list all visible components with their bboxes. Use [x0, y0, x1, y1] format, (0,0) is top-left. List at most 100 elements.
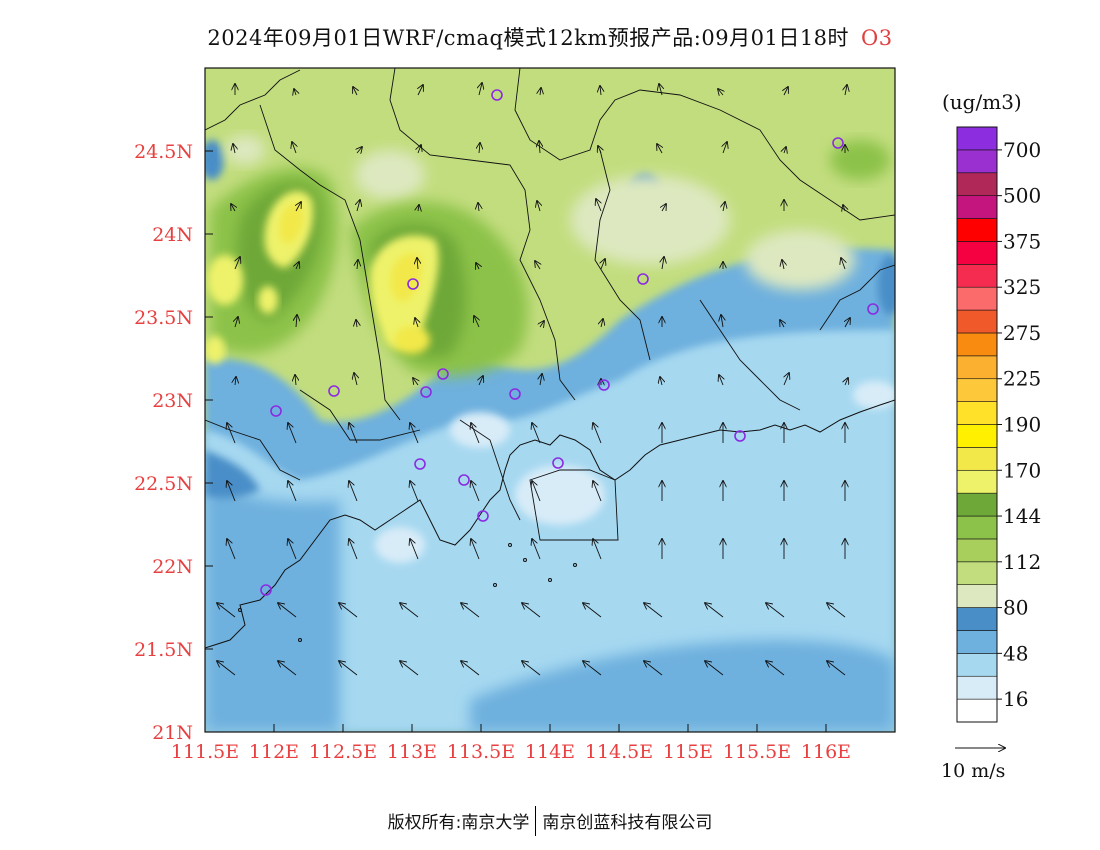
colorbar-segment — [956, 378, 998, 402]
x-tick-label: 113E — [387, 741, 437, 763]
colorbar-label: 48 — [1003, 641, 1028, 665]
wind-arrow — [235, 317, 238, 328]
wind-arrow — [296, 262, 299, 269]
colorbar-segment — [956, 195, 998, 219]
station-marker — [270, 405, 282, 417]
wind-arrow — [600, 86, 601, 96]
station-marker — [437, 368, 449, 380]
wind-arrow — [354, 373, 357, 386]
colorbar-segment — [956, 264, 998, 288]
wind-arrow — [400, 661, 419, 676]
monitoring-stations — [260, 89, 879, 596]
wind-arrow — [231, 204, 235, 211]
wind-arrow — [522, 603, 541, 618]
wind-arrow — [583, 661, 602, 676]
colorbar-label: 16 — [1003, 687, 1028, 711]
colorbar-segment — [956, 538, 998, 563]
colorbar-label: 190 — [1003, 413, 1041, 437]
y-tick-label: 22.5N — [134, 473, 193, 495]
colorbar-segment — [956, 561, 998, 585]
colorbar-segment — [956, 172, 998, 196]
wind-arrow — [288, 539, 297, 560]
colorbar-segment — [956, 653, 998, 677]
wind-arrow — [479, 83, 482, 96]
y-tick-label: 23N — [152, 390, 193, 412]
colorbar-label: 325 — [1003, 275, 1041, 299]
colorbar-segment — [956, 469, 998, 494]
colorbar-segment — [956, 630, 998, 654]
wind-arrow — [227, 423, 236, 444]
wind-arrow — [644, 661, 663, 676]
wind-arrow — [400, 603, 419, 618]
colorbar-segment — [956, 241, 998, 265]
station-marker — [328, 385, 340, 397]
wind-arrow — [780, 320, 784, 327]
wind-arrow — [349, 539, 358, 560]
colorbar-label: 275 — [1003, 321, 1041, 345]
colorbar-segment — [956, 218, 998, 242]
wind-arrow — [596, 199, 601, 212]
wind-arrow — [292, 142, 296, 154]
wind-arrow — [357, 147, 362, 153]
wind-arrow — [845, 378, 848, 385]
wind-arrow — [540, 321, 544, 327]
colorbar-segment — [956, 447, 998, 471]
wind-arrow — [705, 603, 724, 618]
wind-arrow — [539, 141, 540, 154]
colorbar-segment — [956, 286, 998, 311]
wind-arrow — [532, 423, 541, 444]
wind-vector-field — [217, 83, 850, 676]
wind-arrow — [535, 261, 540, 270]
wind-arrow — [719, 375, 723, 386]
station-marker — [260, 584, 272, 596]
station-marker — [867, 303, 879, 315]
wind-arrow — [766, 661, 785, 676]
wind-arrow — [723, 142, 727, 154]
wind-arrow — [410, 481, 419, 502]
wind-arrow — [296, 315, 297, 328]
x-tick-label: 114.5E — [585, 741, 653, 763]
colorbar-label: 144 — [1003, 504, 1041, 528]
colorbar-segment — [956, 607, 998, 631]
y-tick-label: 24.5N — [134, 141, 193, 163]
wind-arrow — [540, 88, 541, 96]
y-tick-label: 21N — [152, 722, 193, 744]
x-axis: 111.5E 112E 112.5E 113E 113.5E 114E 114.5E 115E… — [171, 724, 851, 763]
x-tick-label: 115E — [663, 741, 713, 763]
y-tick-label: 21.5N — [134, 639, 193, 661]
title-variable: O3 — [861, 26, 893, 50]
wind-arrow — [723, 202, 725, 212]
wind-arrow — [410, 539, 419, 560]
wind-arrow — [357, 260, 358, 270]
wind-arrow — [478, 203, 479, 212]
wind-arrow — [356, 320, 357, 328]
wind-arrow — [827, 661, 846, 676]
station-marker — [509, 388, 521, 400]
x-tick-label: 114E — [525, 741, 575, 763]
wind-arrow — [537, 201, 540, 212]
station-marker — [598, 379, 610, 391]
title-text: 2024年09月01日WRF/cmaq模式12km预报产品:09月01日18时 — [207, 26, 850, 50]
wind-arrow — [657, 144, 662, 154]
x-tick-label: 115.5E — [723, 741, 791, 763]
wind-arrow — [418, 205, 419, 211]
wind-arrow — [461, 661, 480, 676]
colorbar-label: 225 — [1003, 367, 1041, 391]
wind-arrow — [233, 144, 235, 154]
y-axis: 21N 21.5N 22N 22.5N 23N 23.5N 24N 24.5N — [134, 141, 213, 744]
copyright: 版权所有:南京大学 南京创蓝科技有限公司 — [0, 806, 1100, 838]
station-marker — [458, 474, 470, 486]
wind-arrow — [471, 423, 480, 444]
wind-arrow — [349, 423, 358, 444]
wind-arrow — [784, 147, 786, 153]
wind-arrow — [479, 376, 483, 386]
wind-arrow — [288, 423, 297, 444]
colorbar-segment — [956, 355, 998, 380]
wind-arrow — [353, 87, 357, 96]
wind-arrow — [766, 603, 785, 618]
wind-arrow — [474, 316, 479, 328]
wind-arrow — [522, 661, 541, 676]
y-tick-label: 23.5N — [134, 307, 193, 329]
colorbar: 16 48 80 112 144 170 190 225 275 325 375 500 700 — [956, 126, 1041, 723]
